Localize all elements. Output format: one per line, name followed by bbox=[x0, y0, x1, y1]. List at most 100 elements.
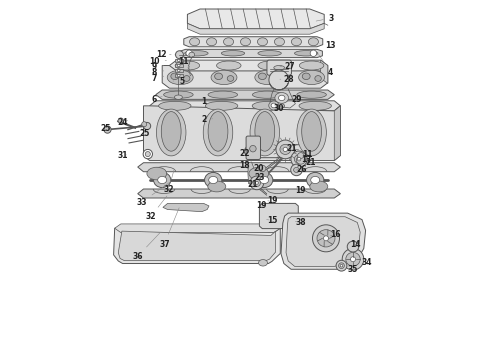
Ellipse shape bbox=[256, 172, 273, 188]
Ellipse shape bbox=[315, 76, 321, 81]
Text: 18: 18 bbox=[239, 161, 249, 170]
Polygon shape bbox=[114, 228, 280, 264]
Ellipse shape bbox=[283, 147, 288, 152]
FancyBboxPatch shape bbox=[246, 136, 261, 159]
Ellipse shape bbox=[143, 149, 152, 159]
Polygon shape bbox=[244, 145, 307, 158]
Text: 3: 3 bbox=[316, 14, 334, 23]
Ellipse shape bbox=[291, 164, 302, 176]
Ellipse shape bbox=[258, 61, 282, 70]
Polygon shape bbox=[138, 163, 341, 172]
Ellipse shape bbox=[177, 75, 180, 77]
Ellipse shape bbox=[291, 151, 307, 167]
Ellipse shape bbox=[223, 38, 234, 46]
Ellipse shape bbox=[255, 181, 258, 184]
Polygon shape bbox=[162, 66, 328, 88]
Text: 2: 2 bbox=[201, 114, 213, 124]
Ellipse shape bbox=[274, 38, 285, 46]
Text: 4: 4 bbox=[318, 54, 333, 77]
Ellipse shape bbox=[269, 70, 289, 90]
Text: 32: 32 bbox=[164, 170, 174, 194]
Ellipse shape bbox=[294, 155, 304, 163]
Bar bbox=[175, 69, 183, 72]
Ellipse shape bbox=[145, 152, 150, 157]
Ellipse shape bbox=[259, 165, 266, 172]
Ellipse shape bbox=[217, 61, 241, 70]
Ellipse shape bbox=[241, 38, 250, 46]
Text: 21: 21 bbox=[281, 144, 297, 153]
Ellipse shape bbox=[336, 260, 347, 271]
Text: 31: 31 bbox=[117, 152, 128, 161]
Text: 14: 14 bbox=[351, 240, 361, 249]
Ellipse shape bbox=[177, 59, 180, 62]
Polygon shape bbox=[259, 203, 298, 229]
Ellipse shape bbox=[278, 95, 285, 101]
Ellipse shape bbox=[174, 95, 182, 99]
Ellipse shape bbox=[298, 70, 324, 85]
Polygon shape bbox=[170, 60, 328, 71]
Ellipse shape bbox=[209, 176, 218, 184]
Ellipse shape bbox=[252, 91, 282, 98]
Ellipse shape bbox=[296, 156, 305, 164]
Ellipse shape bbox=[255, 112, 275, 151]
Text: 33: 33 bbox=[136, 181, 171, 207]
Text: 28: 28 bbox=[280, 75, 294, 84]
Text: 30: 30 bbox=[273, 104, 284, 113]
Ellipse shape bbox=[346, 252, 360, 266]
Text: 16: 16 bbox=[330, 230, 340, 239]
Polygon shape bbox=[163, 203, 209, 212]
Ellipse shape bbox=[310, 50, 317, 57]
Text: 37: 37 bbox=[159, 208, 179, 248]
Ellipse shape bbox=[203, 109, 233, 156]
Ellipse shape bbox=[294, 51, 318, 56]
Ellipse shape bbox=[260, 176, 269, 184]
Ellipse shape bbox=[250, 145, 256, 152]
Ellipse shape bbox=[297, 157, 301, 161]
Ellipse shape bbox=[189, 52, 195, 57]
Ellipse shape bbox=[340, 264, 343, 267]
Ellipse shape bbox=[177, 69, 180, 72]
Text: 25: 25 bbox=[140, 129, 150, 138]
Text: 17: 17 bbox=[302, 156, 312, 164]
Ellipse shape bbox=[250, 109, 280, 156]
Ellipse shape bbox=[308, 38, 318, 46]
Ellipse shape bbox=[177, 64, 180, 67]
Ellipse shape bbox=[206, 38, 217, 46]
Ellipse shape bbox=[215, 73, 222, 80]
Ellipse shape bbox=[153, 172, 171, 188]
Ellipse shape bbox=[204, 172, 222, 188]
Ellipse shape bbox=[147, 167, 167, 180]
Ellipse shape bbox=[269, 101, 279, 110]
Ellipse shape bbox=[292, 38, 301, 46]
Ellipse shape bbox=[280, 144, 291, 154]
Ellipse shape bbox=[208, 112, 228, 151]
Text: 11: 11 bbox=[175, 55, 188, 67]
Ellipse shape bbox=[253, 179, 261, 186]
Ellipse shape bbox=[317, 230, 335, 247]
Ellipse shape bbox=[249, 167, 269, 180]
Ellipse shape bbox=[227, 76, 234, 81]
Polygon shape bbox=[286, 217, 360, 266]
Polygon shape bbox=[248, 162, 256, 184]
Ellipse shape bbox=[294, 167, 299, 172]
Ellipse shape bbox=[183, 76, 190, 81]
Ellipse shape bbox=[104, 126, 111, 133]
Ellipse shape bbox=[250, 176, 264, 190]
Ellipse shape bbox=[323, 236, 328, 241]
Ellipse shape bbox=[297, 153, 304, 158]
Text: 24: 24 bbox=[117, 117, 128, 127]
Text: 19: 19 bbox=[267, 197, 277, 205]
Polygon shape bbox=[118, 231, 275, 261]
Polygon shape bbox=[149, 101, 341, 111]
Text: 38: 38 bbox=[295, 218, 306, 227]
Polygon shape bbox=[156, 90, 334, 99]
Ellipse shape bbox=[185, 51, 208, 56]
Text: 25: 25 bbox=[100, 124, 111, 133]
Ellipse shape bbox=[175, 51, 183, 59]
Ellipse shape bbox=[161, 112, 181, 151]
Text: 27: 27 bbox=[280, 62, 295, 71]
Ellipse shape bbox=[171, 73, 179, 80]
Ellipse shape bbox=[259, 260, 268, 266]
Ellipse shape bbox=[299, 102, 331, 111]
Ellipse shape bbox=[167, 70, 193, 85]
